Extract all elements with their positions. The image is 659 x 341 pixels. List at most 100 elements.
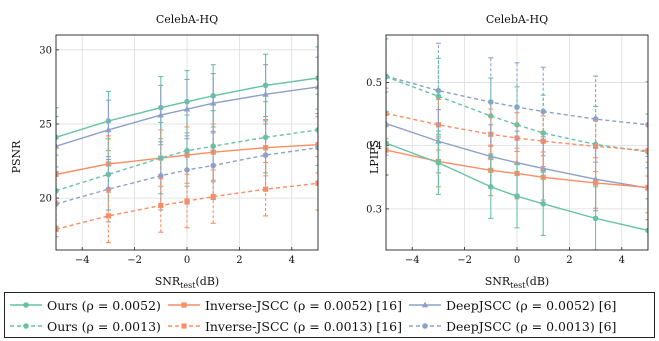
data-point	[56, 187, 59, 194]
data-point	[210, 162, 216, 169]
data-point	[210, 143, 216, 150]
series-inverse-dashed	[56, 156, 318, 250]
plot-area	[56, 46, 318, 250]
data-point	[105, 213, 111, 219]
lpips-chart: CelebA-HQ LPIPS SNRtest(dB) −4 −2 0 2 4 0.3 0.…	[366, 13, 649, 290]
legend-item-ours-solid: Ours (ρ = 0.0052)	[9, 298, 161, 313]
ticks: −4 −2 0 2 4 0.3 0.4 0.5	[366, 78, 625, 266]
data-point	[315, 127, 318, 133]
data-point	[56, 171, 59, 177]
data-point	[210, 194, 216, 200]
data-point	[184, 198, 190, 204]
data-point	[386, 147, 389, 153]
y-tick-label: 30	[39, 45, 52, 56]
data-point	[540, 108, 546, 115]
legend-marker	[181, 323, 187, 329]
legend-swatch	[10, 302, 42, 308]
data-point	[645, 121, 648, 128]
legend-label: Inverse-JSCC (ρ = 0.0013) [16]	[204, 318, 402, 334]
data-point	[435, 93, 442, 100]
y-axis-label: PSNR	[10, 140, 23, 174]
legend-item-inverse-dashed: Inverse-JSCC (ρ = 0.0013) [16]	[167, 319, 402, 334]
y-tick-label: 0.4	[366, 141, 382, 152]
chart-title: CelebA-HQ	[156, 13, 218, 26]
data-point	[514, 193, 520, 200]
legend-label: Ours (ρ = 0.0013)	[47, 318, 161, 334]
data-point	[184, 147, 190, 154]
legend-marker	[421, 301, 429, 308]
x-tick-label: 2	[236, 255, 242, 266]
legend-item-deepjscc-solid: DeepJSCC (ρ = 0.0052) [6]	[408, 298, 616, 313]
y-axis-label: LPIPS	[368, 140, 381, 174]
legend-marker	[181, 302, 187, 308]
y-tick-label: 0.5	[366, 78, 382, 89]
x-axis-label: SNRtest(dB)	[155, 275, 219, 290]
data-point	[315, 144, 318, 151]
x-tick-label: 0	[514, 255, 520, 266]
legend-marker	[23, 323, 29, 329]
data-point	[514, 121, 520, 128]
data-point	[314, 83, 318, 90]
legend-label: Inverse-JSCC (ρ = 0.0052) [16]	[204, 297, 402, 313]
data-point	[645, 148, 648, 154]
x-tick-label: −2	[457, 255, 472, 266]
legend-row: Ours (ρ = 0.0013) Inverse-JSCC (ρ = 0.00…	[9, 316, 622, 336]
chart-title: CelebA-HQ	[486, 13, 548, 26]
legend-row: Ours (ρ = 0.0052) Inverse-JSCC (ρ = 0.00…	[9, 295, 622, 315]
x-tick-label: 4	[289, 255, 295, 266]
x-axis-label: SNRtest(dB)	[485, 275, 549, 290]
legend-swatch	[167, 323, 200, 329]
plot-frame	[385, 34, 649, 251]
data-point	[56, 226, 59, 232]
data-point	[56, 134, 59, 141]
legend-label: DeepJSCC (ρ = 0.0013) [6]	[445, 318, 617, 334]
data-point	[315, 142, 318, 148]
data-point	[315, 180, 318, 186]
legend-item-deepjscc-dashed: DeepJSCC (ρ = 0.0013) [6]	[408, 319, 616, 334]
data-point	[386, 73, 389, 80]
x-tick-label: −4	[405, 255, 420, 266]
data-point	[315, 75, 318, 81]
x-tick-label: 0	[184, 255, 190, 266]
data-point	[184, 167, 190, 173]
data-point	[645, 227, 648, 234]
plot-area	[386, 35, 648, 250]
data-point	[435, 87, 442, 94]
legend-marker	[422, 323, 428, 329]
y-tick-label: 20	[39, 194, 52, 205]
y-tick-label: 25	[39, 119, 52, 130]
legend-swatch	[10, 323, 42, 329]
data-point	[158, 173, 164, 179]
figure: CelebA-HQ PSNR SNRtest(dB) −4 −2 0 2 4202530…	[10, 13, 649, 290]
data-point	[540, 130, 546, 136]
data-point	[158, 202, 164, 209]
legend-item-inverse-solid: Inverse-JSCC (ρ = 0.0052) [16]	[167, 298, 402, 313]
y-tick-label: 0.3	[366, 204, 382, 215]
legend-label: DeepJSCC (ρ = 0.0052) [6]	[445, 297, 617, 313]
legend-swatch	[408, 323, 441, 329]
data-point	[262, 152, 269, 158]
data-point	[488, 183, 494, 190]
data-point	[645, 184, 648, 190]
data-point	[488, 113, 494, 119]
legend-marker	[23, 302, 29, 308]
legend-swatch	[408, 301, 441, 308]
x-tick-label: −2	[127, 255, 142, 266]
data-point	[592, 215, 599, 222]
data-point	[263, 186, 269, 192]
data-point	[210, 99, 217, 106]
data-point	[262, 90, 269, 97]
legend-swatch	[167, 302, 200, 308]
data-point	[183, 105, 191, 112]
legend-item-ours-dashed: Ours (ρ = 0.0013)	[9, 319, 161, 334]
ticks: −4 −2 0 2 4 20 25 30	[39, 45, 295, 266]
psnr-chart: CelebA-HQ PSNR SNRtest(dB) −4 −2 0 2 4 20 25 30	[10, 13, 319, 290]
x-tick-label: 2	[566, 255, 572, 266]
legend-label: Ours (ρ = 0.0052)	[47, 297, 161, 313]
data-point	[593, 180, 599, 186]
data-point	[386, 140, 389, 146]
data-point	[593, 143, 599, 149]
x-tick-label: 4	[619, 255, 625, 266]
data-point	[157, 111, 164, 118]
plot-frame	[55, 34, 319, 251]
